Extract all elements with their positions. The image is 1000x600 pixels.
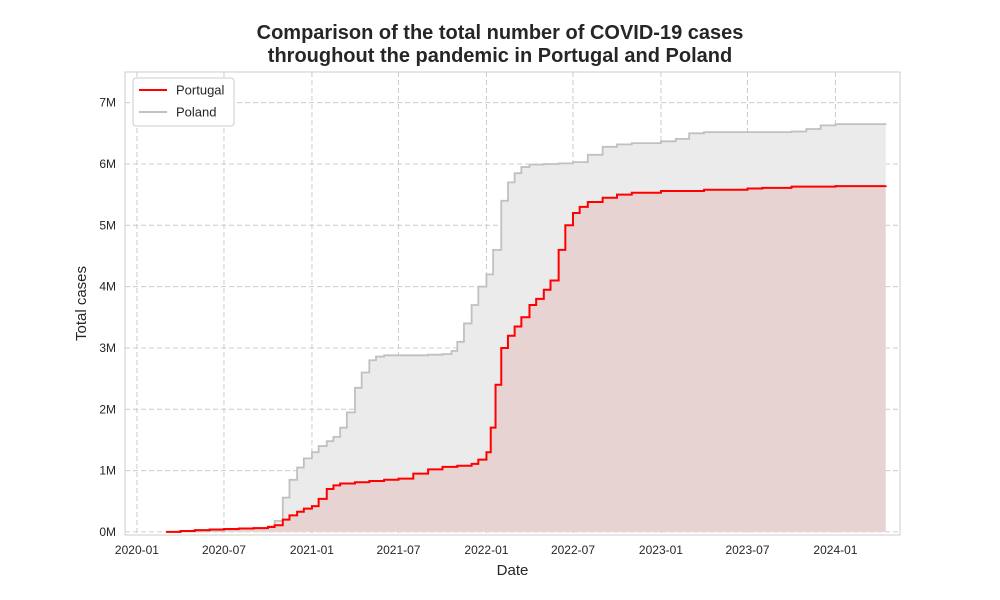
legend-label-poland: Poland: [176, 105, 216, 120]
x-tick-label: 2020-07: [202, 543, 246, 557]
line-portugal: [166, 185, 887, 533]
y-tick-label: 5M: [99, 218, 116, 232]
series-lines: [166, 123, 887, 533]
y-tick-label: 2M: [99, 402, 116, 416]
legend: Portugal Poland: [132, 77, 235, 127]
chart-title: Comparison of the total number of COVID-…: [256, 22, 744, 67]
legend-label-portugal: Portugal: [176, 83, 225, 98]
x-tick-label: 2024-01: [813, 543, 857, 557]
y-tick-label: 4M: [99, 280, 116, 294]
y-tick-label: 3M: [99, 341, 116, 355]
area-fills: [166, 123, 886, 532]
line-poland: [166, 123, 887, 533]
x-tick-label: 2020-01: [115, 543, 159, 557]
y-axis-label: Total cases: [73, 266, 90, 341]
x-axis-label: Date: [497, 562, 529, 579]
x-tick-label: 2021-01: [290, 543, 334, 557]
x-tick-label: 2023-07: [725, 543, 769, 557]
x-tick-label: 2021-07: [376, 543, 420, 557]
plot-frame: [124, 71, 901, 536]
area-portugal: [166, 185, 886, 532]
tick-labels: 2020-01 2020-07 2021-01 2021-07 2022-01 2022-…: [99, 96, 857, 557]
y-tick-label: 1M: [99, 464, 116, 478]
y-tick-label: 6M: [99, 157, 116, 171]
x-tick-label: 2022-07: [551, 543, 595, 557]
x-tick-label: 2023-01: [639, 543, 683, 557]
y-tick-label: 0M: [99, 525, 116, 539]
y-tick-label: 7M: [99, 96, 116, 110]
x-tick-label: 2022-01: [464, 543, 508, 557]
